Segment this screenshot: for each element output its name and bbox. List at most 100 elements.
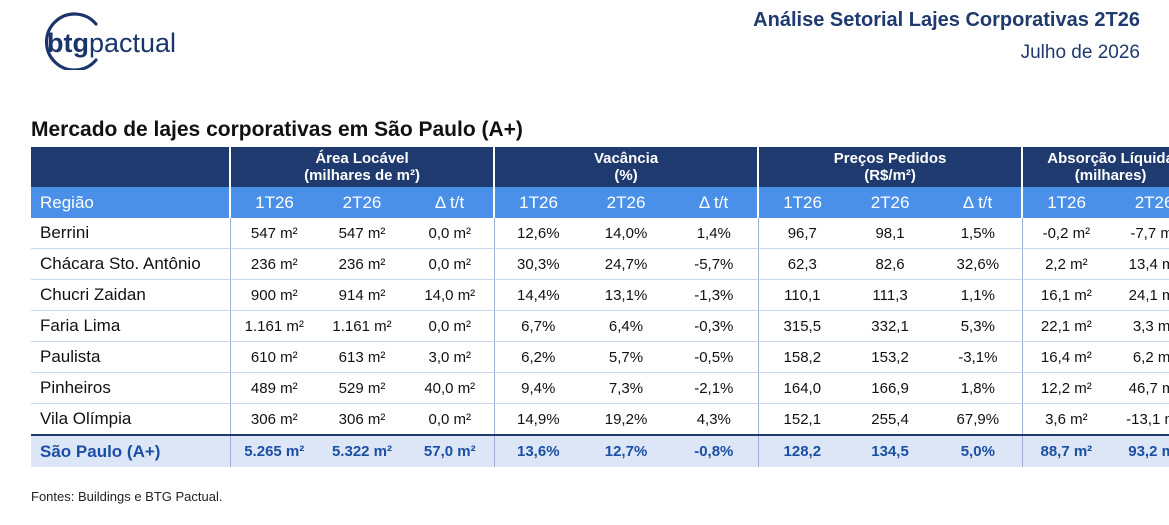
value-cell: 1,8% [934, 372, 1023, 404]
value-cell: 306 m² [229, 403, 318, 436]
vacancy-1t26-header: 1T26 [493, 187, 583, 218]
group-header-vacancy: Vacância (%) [493, 147, 759, 187]
total-value-cell: 88,7 m² [1021, 434, 1111, 467]
value-cell: 111,3 [846, 279, 935, 311]
value-cell: 67,9% [934, 403, 1023, 436]
value-cell: 19,2% [582, 403, 671, 436]
value-cell: 1,4% [670, 218, 759, 249]
value-cell: 0,0 m² [406, 218, 495, 249]
group-header-area: Área Locável (milhares de m²) [228, 147, 495, 187]
total-label: São Paulo (A+) [31, 434, 230, 467]
value-cell: 110,1 [757, 279, 847, 311]
absorption-2t26-header: 2T26 [1110, 187, 1169, 218]
absorption-1t26-header: 1T26 [1021, 187, 1111, 218]
value-cell: 5,3% [934, 310, 1023, 342]
value-cell: 547 m² [318, 218, 406, 249]
value-cell: -3,1% [934, 341, 1023, 373]
value-cell: 547 m² [229, 218, 318, 249]
value-cell: 3,0 m² [406, 341, 495, 373]
total-value-cell: 5.265 m² [229, 434, 318, 467]
region-cell: Vila Olímpia [31, 403, 230, 436]
value-cell: 3,6 m² [1021, 403, 1111, 436]
price-delta-header: Δ t/t [934, 187, 1023, 218]
region-cell: Paulista [31, 341, 230, 373]
value-cell: 16,1 m² [1021, 279, 1111, 311]
value-cell: 14,9% [493, 403, 583, 436]
value-cell: 7,3% [582, 372, 671, 404]
value-cell: 613 m² [318, 341, 406, 373]
value-cell: 3,3 m² [1110, 310, 1169, 342]
value-cell: -7,7 m² [1110, 218, 1169, 249]
table-row: Chucri Zaidan 900 m² 914 m² 14,0 m² 14,4% 13,… [31, 279, 1169, 311]
table-row: Vila Olímpia 306 m² 306 m² 0,0 m² 14,9% 19,2%… [31, 403, 1169, 436]
value-cell: 12,6% [493, 218, 583, 249]
total-value-cell: 128,2 [757, 434, 847, 467]
value-cell: 0,0 m² [406, 248, 495, 280]
value-cell: 6,4% [582, 310, 671, 342]
area-delta-header: Δ t/t [406, 187, 495, 218]
value-cell: 1.161 m² [318, 310, 406, 342]
value-cell: 236 m² [229, 248, 318, 280]
group-header-line1: Área Locável [315, 150, 409, 167]
report-date: Julho de 2026 [1020, 42, 1140, 63]
value-cell: -13,1 m² [1110, 403, 1169, 436]
value-cell: 1,5% [934, 218, 1023, 249]
price-1t26-header: 1T26 [757, 187, 847, 218]
value-cell: -2,1% [670, 372, 759, 404]
group-header-line1: Vacância [593, 150, 659, 167]
group-header-line1: Absorção Líquida [1047, 150, 1169, 167]
region-cell: Berrini [31, 218, 230, 249]
total-value-cell: 134,5 [846, 434, 935, 467]
value-cell: -0,2 m² [1021, 218, 1111, 249]
total-value-cell: 5.322 m² [318, 434, 406, 467]
region-cell: Pinheiros [31, 372, 230, 404]
group-header-row: Área Locável (milhares de m²) Vacância (… [31, 147, 1169, 187]
total-value-cell: 57,0 m² [406, 434, 495, 467]
price-2t26-header: 2T26 [846, 187, 935, 218]
total-value-cell: 12,7% [582, 434, 671, 467]
value-cell: 489 m² [229, 372, 318, 404]
vacancy-2t26-header: 2T26 [582, 187, 671, 218]
value-cell: 315,5 [757, 310, 847, 342]
value-cell: 22,1 m² [1021, 310, 1111, 342]
vacancy-delta-header: Δ t/t [670, 187, 759, 218]
value-cell: 16,4 m² [1021, 341, 1111, 373]
value-cell: 1,1% [934, 279, 1023, 311]
value-cell: 40,0 m² [406, 372, 495, 404]
value-cell: 13,1% [582, 279, 671, 311]
area-2t26-header: 2T26 [318, 187, 406, 218]
value-cell: 12,2 m² [1021, 372, 1111, 404]
value-cell: 62,3 [757, 248, 847, 280]
value-cell: 166,9 [846, 372, 935, 404]
value-cell: 5,7% [582, 341, 671, 373]
value-cell: -1,3% [670, 279, 759, 311]
value-cell: 610 m² [229, 341, 318, 373]
value-cell: 153,2 [846, 341, 935, 373]
group-header-line2: (%) [614, 167, 638, 184]
value-cell: -0,3% [670, 310, 759, 342]
group-header-line2: (milhares de m²) [304, 167, 420, 184]
value-cell: 98,1 [846, 218, 935, 249]
region-cell: Chácara Sto. Antônio [31, 248, 230, 280]
table-row: Paulista 610 m² 613 m² 3,0 m² 6,2% 5,7% -0,5% 1… [31, 341, 1169, 373]
logo-text-light: pactual [88, 28, 177, 58]
value-cell: 14,0 m² [406, 279, 495, 311]
region-cell: Chucri Zaidan [31, 279, 230, 311]
total-value-cell: -0,8% [670, 434, 759, 467]
value-cell: 4,3% [670, 403, 759, 436]
value-cell: 1.161 m² [229, 310, 318, 342]
region-cell: Faria Lima [31, 310, 230, 342]
value-cell: 255,4 [846, 403, 935, 436]
group-header-line2: (milhares) [1074, 167, 1147, 184]
table-row: Faria Lima 1.161 m² 1.161 m² 0,0 m² 6,7% 6,4%… [31, 310, 1169, 342]
value-cell: 158,2 [757, 341, 847, 373]
group-header-absorption: Absorção Líquida (milhares) [1021, 147, 1169, 187]
table-title: Mercado de lajes corporativas em São Pau… [31, 118, 523, 141]
group-header-prices: Preços Pedidos (R$/m²) [757, 147, 1023, 187]
value-cell: 96,7 [757, 218, 847, 249]
table-body: Berrini 547 m² 547 m² 0,0 m² 12,6% 14,0% 1,4% 9… [31, 218, 1169, 467]
value-cell: 0,0 m² [406, 403, 495, 436]
table-row: Chácara Sto. Antônio 236 m² 236 m² 0,0 m² 30… [31, 248, 1169, 280]
logo-ring-icon [44, 12, 98, 70]
value-cell: 82,6 [846, 248, 935, 280]
